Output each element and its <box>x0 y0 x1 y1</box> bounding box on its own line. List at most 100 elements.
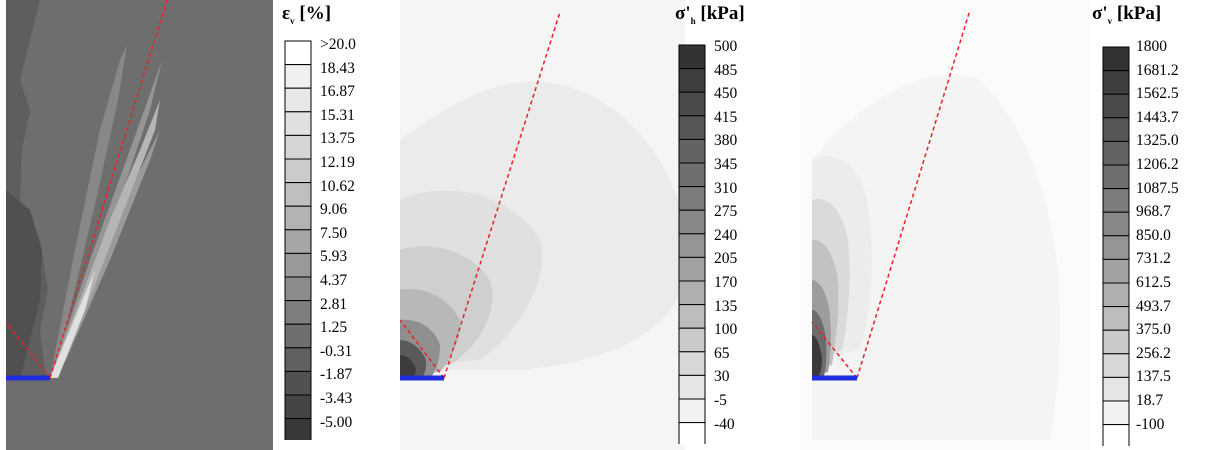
colorbar-label: 137.5 <box>1136 368 1171 386</box>
colorbar-swatch <box>1102 70 1130 95</box>
colorbar-label: -0.31 <box>320 342 353 360</box>
colorbar-label: 500 <box>714 38 738 55</box>
colorbar-swatch <box>678 280 706 306</box>
colorbar-swatch <box>1102 400 1130 426</box>
hstress-failure-line-main <box>443 11 561 379</box>
vstress-legend-title-tail: [kPa] <box>1112 3 1162 24</box>
colorbar-swatch <box>284 394 312 420</box>
shear-band-peak <box>50 270 95 378</box>
colorbar-label: 345 <box>714 156 738 173</box>
colorbar-swatch <box>678 327 706 353</box>
colorbar-label: 612.5 <box>1136 274 1171 291</box>
shear-band-2 <box>50 60 162 378</box>
colorbar-label: 1.25 <box>320 319 348 337</box>
vstress-legend-title-sub: v <box>1107 15 1113 26</box>
colorbar-swatch <box>678 422 706 444</box>
colorbar-label: 1443.7 <box>1136 108 1179 126</box>
colorbar-swatch <box>678 138 706 164</box>
colorbar-label: 2.81 <box>320 295 348 313</box>
colorbar-label: 30 <box>714 368 730 386</box>
colorbar-label: 18.7 <box>1136 392 1164 409</box>
colorbar-swatch <box>678 351 706 376</box>
colorbar-label: 1681.2 <box>1136 61 1179 79</box>
colorbar-label: 731.2 <box>1136 250 1171 268</box>
colorbar-label: 10.62 <box>320 177 355 195</box>
hstress-legend-title-main: σ' <box>675 3 691 24</box>
colorbar-label: 170 <box>714 274 738 291</box>
colorbar-label: 9.06 <box>320 201 348 219</box>
colorbar-swatch <box>284 323 312 349</box>
colorbar-label: 15.31 <box>320 106 355 124</box>
vstress-contour-core <box>812 335 822 378</box>
strain-legend-title-tail: [%] <box>294 3 332 24</box>
colorbar-label: 850.0 <box>1136 226 1171 244</box>
strain-legend-title: εv [%] <box>282 3 331 26</box>
colorbar-label: -5 <box>714 392 727 409</box>
colorbar-swatch <box>284 300 312 325</box>
colorbar-label: 4.37 <box>320 272 348 289</box>
colorbar-swatch <box>1102 164 1130 190</box>
colorbar-swatch <box>1102 117 1130 142</box>
colorbar-label: 5.93 <box>320 248 348 266</box>
colorbar-swatch <box>678 91 706 117</box>
colorbar-label: 310 <box>714 179 738 197</box>
colorbar-swatch <box>284 87 312 113</box>
vstress-contour-outer <box>812 74 1061 441</box>
horizontal-stress-panel: σ'h [kPa] 500 485 450 415 380 345 310 275 240 205… <box>400 0 800 450</box>
colorbar-swatch <box>678 115 706 140</box>
colorbar-swatch <box>1102 424 1130 446</box>
colorbar-label: -100 <box>1136 415 1165 433</box>
colorbar-swatch <box>284 370 312 396</box>
colorbar-label: 415 <box>714 108 738 126</box>
colorbar-swatch <box>284 134 312 160</box>
strain-legend-title-main: ε <box>282 3 291 24</box>
colorbar-swatch <box>284 158 312 184</box>
vstress-legend-title-main: σ' <box>1092 3 1108 24</box>
colorbar-label: 1206.2 <box>1136 156 1179 173</box>
colorbar-label: -40 <box>714 415 735 433</box>
colorbar-swatch <box>678 162 706 188</box>
failure-line-side <box>5 321 51 379</box>
colorbar-label: 485 <box>714 61 738 79</box>
strain-legend-title-sub: v <box>290 15 295 26</box>
strain-colorbar <box>284 40 312 440</box>
vertical-stress-contour-plot <box>800 0 1090 450</box>
vstress-failure-line-side <box>811 321 858 379</box>
colorbar-swatch <box>284 276 312 302</box>
colorbar-label: 12.19 <box>320 154 355 171</box>
colorbar-label: -5.00 <box>320 413 353 431</box>
horizontal-stress-contour-plot <box>400 0 685 450</box>
colorbar-label: 135 <box>714 297 738 315</box>
colorbar-label: 18.43 <box>320 59 355 77</box>
colorbar-swatch <box>1102 329 1130 355</box>
colorbar-swatch <box>678 44 706 70</box>
colorbar-swatch <box>284 40 312 66</box>
colorbar-swatch <box>678 233 706 258</box>
colorbar-swatch <box>678 398 706 424</box>
colorbar-label: -1.87 <box>320 366 353 384</box>
colorbar-swatch <box>1102 46 1130 72</box>
colorbar-swatch <box>284 252 312 278</box>
colorbar-swatch <box>1102 306 1130 331</box>
colorbar-label: 493.7 <box>1136 297 1171 315</box>
colorbar-swatch <box>678 186 706 211</box>
colorbar-swatch <box>284 64 312 89</box>
failure-line-main <box>49 0 168 379</box>
colorbar-label: 7.50 <box>320 224 348 242</box>
vertical-stress-panel: σ'v [kPa] 1800 1681.2 1562.5 1443.7 1325.0 12… <box>800 0 1221 450</box>
colorbar-swatch <box>1102 282 1130 308</box>
shear-band-core <box>50 100 160 378</box>
colorbar-label: 275 <box>714 203 738 221</box>
colorbar-label: 375.0 <box>1136 321 1171 339</box>
vstress-failure-line-main <box>856 9 971 379</box>
horizontal-stress-legend-title: σ'h [kPa] <box>675 3 745 26</box>
colorbar-swatch <box>678 209 706 235</box>
colorbar-label: 16.87 <box>320 83 355 101</box>
strain-panel: εv [%] >20.0 18.43 16.87 15.31 13.75 12.19 10.… <box>0 0 400 450</box>
colorbar-swatch <box>284 347 312 372</box>
vertical-stress-colorbar <box>1102 46 1130 446</box>
vertical-stress-legend-title: σ'v [kPa] <box>1092 3 1161 26</box>
hstress-failure-line-side <box>400 319 445 379</box>
horizontal-stress-colorbar <box>678 44 706 444</box>
colorbar-swatch <box>284 418 312 440</box>
